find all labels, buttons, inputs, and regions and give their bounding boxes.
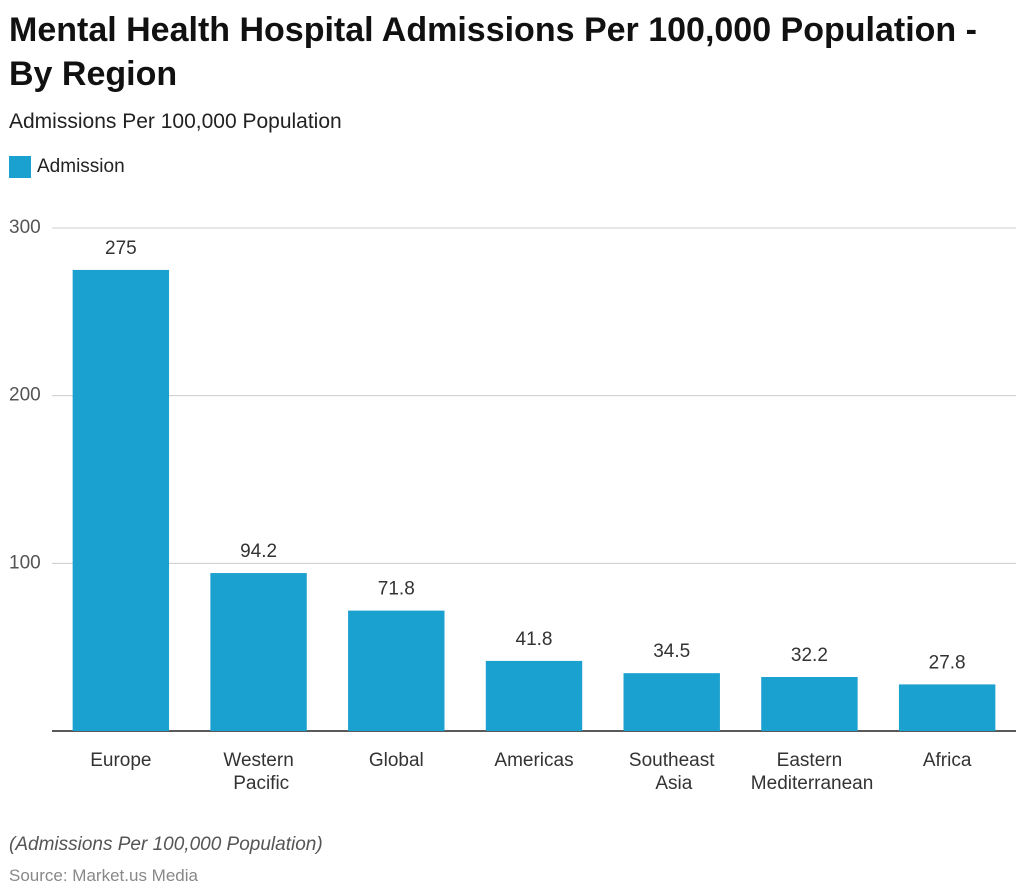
x-tick-label: Africa (923, 750, 972, 771)
bar (623, 673, 720, 731)
bar (72, 269, 170, 731)
bar (898, 684, 996, 731)
chart-title: Mental Health Hospital Admissions Per 10… (9, 11, 977, 93)
value-label: 275 (105, 238, 137, 259)
x-tick-label: Western Pacific (223, 750, 293, 794)
source: Source: Market.us Media (9, 866, 198, 885)
legend-label: Admission (37, 156, 125, 177)
chart-subtitle: Admissions Per 100,000 Population (9, 110, 342, 133)
legend: Admission (9, 156, 125, 178)
value-label: 71.8 (378, 579, 415, 600)
x-tick-label: Southeast Asia (629, 750, 715, 794)
x-tick-label: Global (369, 750, 424, 771)
legend-swatch (9, 156, 31, 178)
value-label: 34.5 (653, 641, 690, 662)
note: (Admissions Per 100,000 Population) (9, 834, 323, 855)
y-tick-label: 100 (9, 552, 41, 573)
y-tick-label: 200 (9, 385, 41, 406)
bar (210, 573, 307, 731)
x-tick-label: Eastern Mediterranean (746, 750, 874, 794)
bar (485, 660, 583, 731)
value-label: 94.2 (240, 541, 277, 562)
x-tick-label: Europe (90, 750, 151, 771)
x-tick-label: Americas (494, 750, 573, 771)
y-tick-label: 300 (9, 217, 41, 238)
value-label: 27.8 (929, 652, 966, 673)
bar (348, 610, 445, 731)
value-label: 32.2 (791, 645, 828, 666)
bar (761, 677, 858, 731)
value-label: 41.8 (516, 629, 553, 650)
